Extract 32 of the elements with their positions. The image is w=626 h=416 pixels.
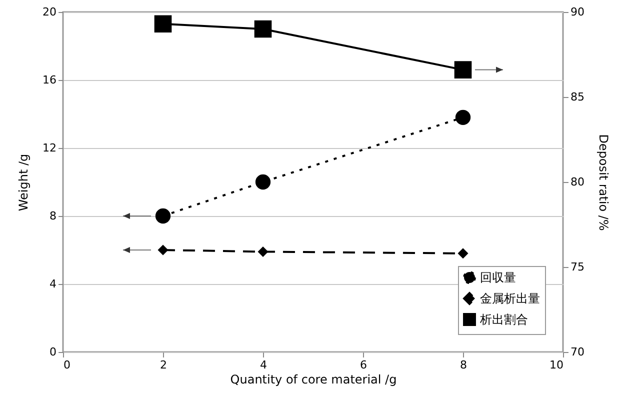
x-tick-label: 10: [550, 358, 564, 372]
legend-label: 析出割合: [479, 312, 528, 326]
x-axis-title: Quantity of core material /g: [230, 372, 397, 386]
x-tick-label: 2: [160, 358, 167, 372]
y-axis-title: Weight /g: [16, 154, 31, 212]
point: [158, 244, 168, 256]
x-tick-label: 8: [460, 358, 467, 372]
y2-tick-label: 80: [570, 176, 584, 188]
y2-tick-label: 70: [570, 346, 584, 358]
point: [155, 208, 171, 224]
y-tick-label: 16: [42, 74, 56, 86]
y-tick-label: 4: [50, 278, 56, 290]
point: [258, 246, 268, 257]
y2-tick-label: 90: [570, 6, 584, 18]
legend-label: 回収量: [480, 270, 516, 284]
point: [254, 20, 272, 38]
y2-tick-label: 75: [570, 260, 584, 274]
point: [458, 248, 468, 259]
point: [255, 174, 271, 190]
y2-axis-title: Deposit ratio /%: [596, 134, 610, 231]
y-tick-label: 0: [50, 346, 56, 358]
x-tick-label: 6: [360, 358, 367, 372]
point: [455, 110, 471, 125]
point: [154, 15, 172, 33]
x-tick-label: 0: [64, 358, 70, 372]
point: [454, 61, 472, 78]
x-tick-label: 4: [260, 358, 267, 372]
y-tick-label: 20: [42, 6, 56, 18]
y-tick-label: 8: [50, 210, 56, 222]
y-tick-label: 12: [42, 142, 56, 154]
y2-tick-label: 85: [570, 90, 584, 104]
legend-label: 金属析出量: [480, 292, 540, 306]
